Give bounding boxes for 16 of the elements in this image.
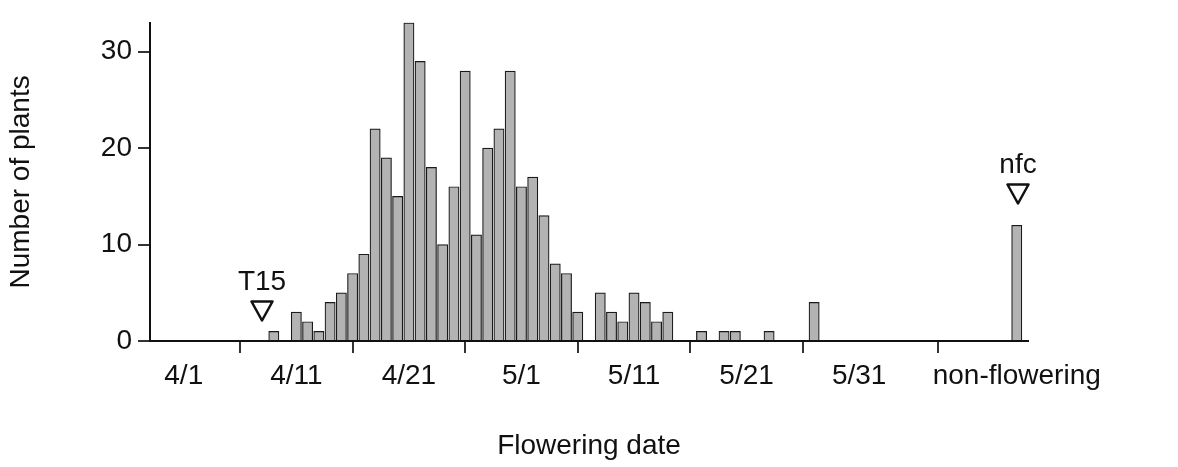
x-tick-label: 5/11 — [607, 358, 661, 390]
y-tick-label: 0 — [116, 323, 132, 355]
annotation: nfc — [999, 147, 1037, 179]
x-tick-label: 5/1 — [501, 358, 541, 390]
x-tick-label: 5/31 — [831, 358, 887, 390]
y-tick-label: 20 — [100, 130, 132, 162]
x-tick-label: 5/21 — [719, 358, 774, 390]
x-axis-title: Flowering date — [497, 428, 681, 460]
y-tick-label: 10 — [100, 227, 132, 259]
y-axis-title: Number of plants — [3, 75, 35, 289]
annotation: T15 — [237, 264, 287, 296]
x-tick-label: non-flowering — [932, 358, 1101, 390]
x-tick-label: 4/1 — [164, 358, 204, 390]
y-tick-label: 30 — [100, 34, 132, 66]
x-tick-label: 4/11 — [270, 358, 323, 390]
x-tick-label: 4/21 — [381, 358, 437, 390]
